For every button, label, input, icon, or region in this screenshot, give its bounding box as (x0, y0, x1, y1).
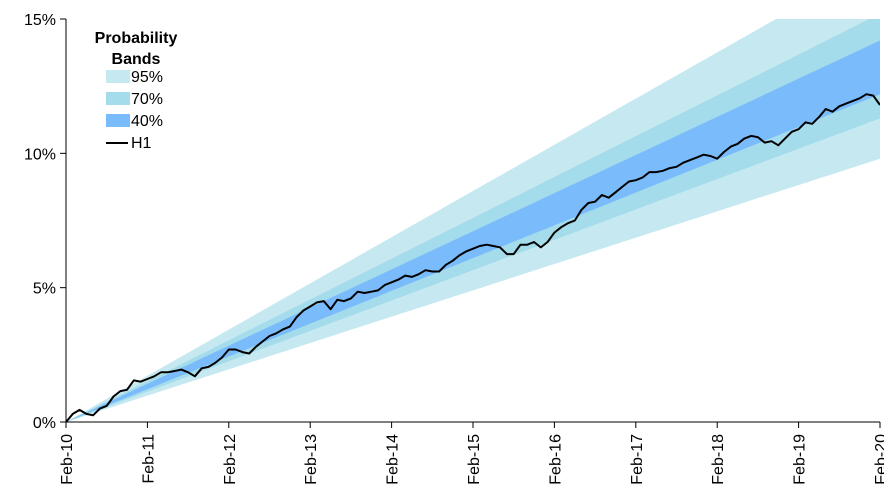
probability-bands (66, 19, 880, 422)
legend-label: 70% (131, 91, 163, 108)
x-tick-label: Feb-12 (222, 434, 239, 485)
series-line-h1 (66, 93, 880, 422)
x-tick-label: Feb-14 (385, 434, 402, 485)
h1-series (66, 93, 880, 422)
y-tick-label: 0% (33, 415, 56, 432)
x-tick-label: Feb-10 (59, 434, 76, 485)
x-tick-label: Feb-17 (629, 434, 646, 485)
y-tick-label: 15% (24, 12, 56, 29)
y-tick-label: 5% (33, 281, 56, 298)
tick-labels: 0% 5% 10% 15% Feb-10 Feb-11 Feb-12 Feb-13 Feb-14… (24, 12, 884, 485)
x-tick-label: Feb-13 (303, 434, 320, 485)
x-tick-label: Feb-19 (792, 434, 809, 485)
x-tick-label: Feb-11 (140, 434, 157, 484)
legend-title-line2: Bands (112, 51, 161, 68)
x-tick-label: Feb-16 (547, 434, 564, 485)
legend-swatch-40pct (106, 114, 130, 127)
legend-swatch-95pct (106, 70, 130, 83)
x-tick-label: Feb-20 (873, 434, 884, 485)
legend-title-line1: Probability (95, 30, 178, 47)
band-70pct (66, 19, 880, 422)
x-tick-label: Feb-18 (710, 434, 727, 485)
legend-label: 40% (131, 113, 163, 130)
band-95pct (66, 19, 880, 422)
legend-swatch-70pct (106, 92, 130, 105)
axes (60, 18, 881, 428)
x-tick-label: Feb-15 (466, 434, 483, 485)
y-tick-label: 10% (24, 146, 56, 163)
legend-label: 95% (131, 69, 163, 86)
legend: Probability Bands 95% 70% 40% H1 (95, 30, 178, 152)
legend-label: H1 (131, 135, 152, 152)
